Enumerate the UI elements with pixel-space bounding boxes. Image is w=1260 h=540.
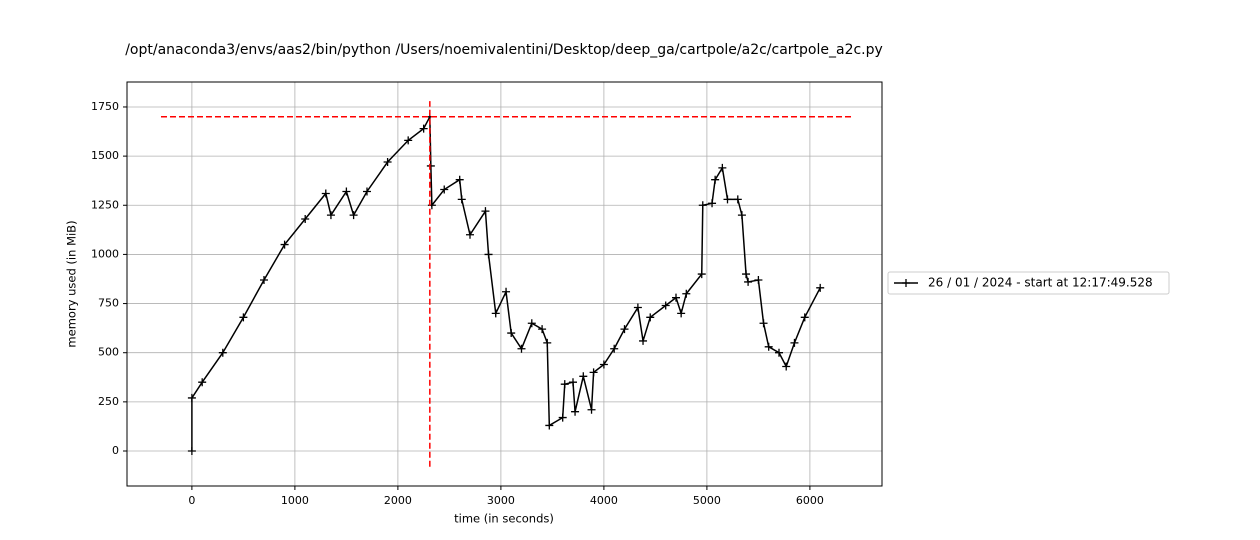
data-point (774, 348, 783, 357)
data-point (527, 319, 536, 328)
x-tick-label: 4000 (590, 494, 618, 507)
data-point (404, 136, 413, 145)
data-point (517, 344, 526, 353)
data-point (301, 215, 310, 224)
data-point (218, 348, 227, 357)
data-point (723, 195, 732, 204)
legend-marker (902, 279, 910, 287)
data-point (677, 309, 686, 318)
series-line (191, 116, 821, 452)
data-point (587, 405, 596, 414)
y-tick-label: 1000 (91, 247, 119, 260)
x-tick-label: 0 (188, 494, 195, 507)
data-point (538, 325, 547, 334)
data-point (558, 413, 567, 422)
data-point (698, 201, 707, 210)
data-point (733, 195, 742, 204)
data-point (610, 344, 619, 353)
data-point (187, 393, 196, 402)
data-point (455, 175, 464, 184)
legend: 26 / 01 / 2024 - start at 12:17:49.528 (887, 271, 1170, 295)
x-tick-label: 3000 (487, 494, 515, 507)
data-point (440, 185, 449, 194)
data-point (362, 187, 371, 196)
data-point (718, 163, 727, 172)
data-point (711, 175, 720, 184)
data-point (599, 360, 608, 369)
data-point (342, 187, 351, 196)
y-tick-label: 1250 (91, 198, 119, 211)
data-point (560, 380, 569, 389)
chart-title: /opt/anaconda3/envs/aas2/bin/python /Use… (125, 42, 883, 58)
data-point (419, 124, 428, 133)
data-point (484, 250, 493, 259)
data-point (800, 313, 809, 322)
x-tick-label: 5000 (693, 494, 721, 507)
data-point (321, 189, 330, 198)
y-tick-label: 750 (98, 297, 119, 310)
data-point (764, 342, 773, 351)
data-point (759, 319, 768, 328)
data-point (639, 336, 648, 345)
data-point (816, 283, 825, 292)
x-axis-label: time (in seconds) (454, 512, 554, 526)
data-point (620, 325, 629, 334)
data-point (671, 293, 680, 302)
data-point (545, 421, 554, 430)
x-tick-label: 6000 (796, 494, 824, 507)
axes-frame (126, 81, 883, 487)
y-tick-label: 1500 (91, 149, 119, 162)
y-tick-label: 250 (98, 395, 119, 408)
legend-label: 26 / 01 / 2024 - start at 12:17:49.528 (928, 276, 1153, 290)
data-point (383, 158, 392, 167)
data-point (697, 270, 706, 279)
data-point (426, 161, 435, 170)
data-point (187, 447, 196, 456)
y-tick-label: 0 (112, 444, 119, 457)
data-point (568, 378, 577, 387)
x-tick-label: 2000 (384, 494, 412, 507)
data-point (579, 372, 588, 381)
y-tick-label: 1750 (91, 100, 119, 113)
data-point (198, 378, 207, 387)
data-point (661, 301, 670, 310)
legend-box (887, 271, 1170, 295)
data-point (502, 287, 511, 296)
data-point (491, 309, 500, 318)
data-point (543, 338, 552, 347)
data-point (708, 199, 717, 208)
data-point (326, 211, 335, 220)
data-point (280, 240, 289, 249)
data-point (646, 313, 655, 322)
data-point (790, 338, 799, 347)
data-point (481, 207, 490, 216)
data-point (742, 270, 751, 279)
data-point (782, 362, 791, 371)
x-tick-label: 1000 (281, 494, 309, 507)
data-point (744, 277, 753, 286)
data-point (349, 211, 358, 220)
y-tick-label: 500 (98, 346, 119, 359)
data-point (571, 407, 580, 416)
y-axis-label: memory used (in MiB) (65, 220, 79, 347)
data-point (633, 303, 642, 312)
data-point (457, 195, 466, 204)
data-point (737, 211, 746, 220)
data-point (465, 230, 474, 239)
data-point (259, 275, 268, 284)
data-point (507, 329, 516, 338)
data-point (239, 313, 248, 322)
data-point (754, 275, 763, 284)
data-point (589, 368, 598, 377)
data-point (682, 289, 691, 298)
